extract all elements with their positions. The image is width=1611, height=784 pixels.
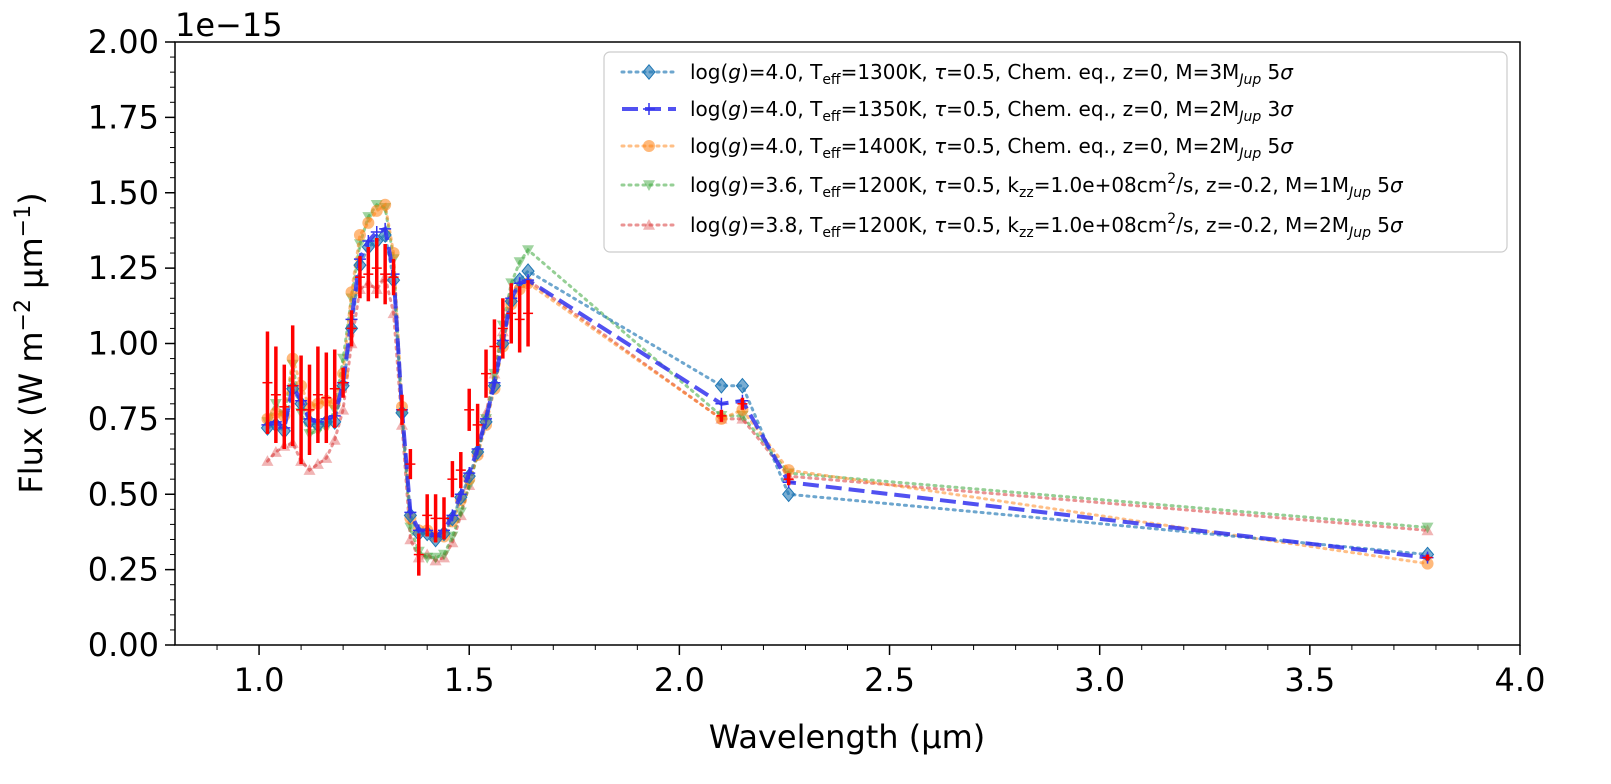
series-point <box>438 549 450 561</box>
legend: log(g)=4.0, Teff=1300K, τ=0.5, Chem. eq.… <box>603 51 1508 253</box>
series-point <box>513 257 526 269</box>
x-tick-label: 2.5 <box>864 661 915 699</box>
x-tick-label: 3.0 <box>1074 661 1125 699</box>
y-tick-label: 1.75 <box>88 98 159 136</box>
y-tick-label: 0.25 <box>88 551 159 589</box>
x-tick-label: 1.5 <box>444 661 495 699</box>
x-tick-label: 2.0 <box>654 661 705 699</box>
series-point <box>353 228 366 241</box>
series-point <box>714 377 729 394</box>
series-line <box>266 273 1429 563</box>
observed-data-layer <box>262 237 1433 576</box>
series-line <box>266 203 1429 560</box>
series-point <box>488 376 501 389</box>
series-point <box>379 222 392 235</box>
y-minor-ticks <box>170 56 175 631</box>
series-point <box>311 458 324 469</box>
series-line <box>266 226 1428 560</box>
series-point <box>446 536 459 548</box>
series-point <box>429 552 442 564</box>
series-point <box>454 488 467 501</box>
series-point <box>463 467 476 480</box>
y-axis-offset-label: 1e−15 <box>175 6 283 44</box>
legend-key-marker <box>643 180 655 191</box>
series-point <box>404 533 417 545</box>
series-point <box>370 225 383 238</box>
series-point <box>362 216 375 229</box>
series-point <box>261 455 274 466</box>
series-point <box>1421 524 1434 536</box>
series-point <box>522 245 535 257</box>
x-minor-ticks <box>216 645 1479 650</box>
x-axis-ticks: 1.0 1.5 2.0 2.5 3.0 3.5 4.0 <box>234 645 1546 699</box>
y-tick-label: 0.75 <box>88 400 159 438</box>
series-point <box>736 412 749 424</box>
series-point <box>1421 557 1434 570</box>
legend-key-marker <box>643 219 655 230</box>
series-point <box>438 551 450 563</box>
y-tick-label: 1.50 <box>88 174 159 212</box>
series-line <box>266 232 1429 556</box>
series-point <box>715 397 728 410</box>
series-point <box>454 507 467 519</box>
x-tick-label: 3.5 <box>1284 661 1335 699</box>
series-point <box>480 412 493 425</box>
series-point <box>421 552 434 564</box>
series-point <box>1421 522 1434 534</box>
y-axis-label: Flux (W m−2 µm−1) <box>11 192 50 493</box>
legend-entry-4: log(g)=3.6, Teff=1200K, τ=0.5, kzz=1.0e+… <box>690 171 1404 201</box>
series-point <box>782 486 796 503</box>
series-point <box>337 403 350 415</box>
y-tick-label: 0.00 <box>88 626 159 664</box>
series-point <box>446 509 459 522</box>
legend-entry-2: log(g)=4.0, Teff=1350K, τ=0.5, Chem. eq.… <box>690 97 1294 125</box>
x-tick-label: 4.0 <box>1495 661 1546 699</box>
series-line <box>266 202 1429 566</box>
legend-box <box>603 51 1508 253</box>
legend-key-marker <box>643 140 655 152</box>
series-point <box>328 433 341 445</box>
series-point <box>303 464 316 475</box>
series-point <box>735 377 750 394</box>
series-point <box>379 198 392 211</box>
series-point <box>370 204 383 217</box>
legend-entry-1: log(g)=4.0, Teff=1300K, τ=0.5, Chem. eq.… <box>690 60 1294 88</box>
series-point <box>362 234 375 247</box>
series-point <box>782 464 795 477</box>
series-point <box>269 446 282 457</box>
y-tick-label: 1.00 <box>88 325 159 363</box>
series-point <box>404 506 417 519</box>
legend-keys <box>620 64 678 230</box>
y-axis-ticks: 0.00 0.25 0.50 0.75 1.00 1.25 1.50 1.75 2.00 <box>88 23 175 664</box>
legend-key-marker <box>643 103 655 115</box>
series-point <box>320 452 333 463</box>
x-axis-label: Wavelength (µm) <box>709 718 986 756</box>
x-tick-label: 1.0 <box>234 661 285 699</box>
y-tick-label: 1.25 <box>88 249 159 287</box>
legend-entry-5: log(g)=3.8, Teff=1200K, τ=0.5, kzz=1.0e+… <box>690 211 1404 241</box>
series-point <box>429 554 442 566</box>
y-tick-label: 0.50 <box>88 475 159 513</box>
legend-key-marker <box>642 64 656 80</box>
y-tick-label: 2.00 <box>88 23 159 61</box>
legend-entry-3: log(g)=4.0, Teff=1400K, τ=0.5, Chem. eq.… <box>690 134 1294 162</box>
